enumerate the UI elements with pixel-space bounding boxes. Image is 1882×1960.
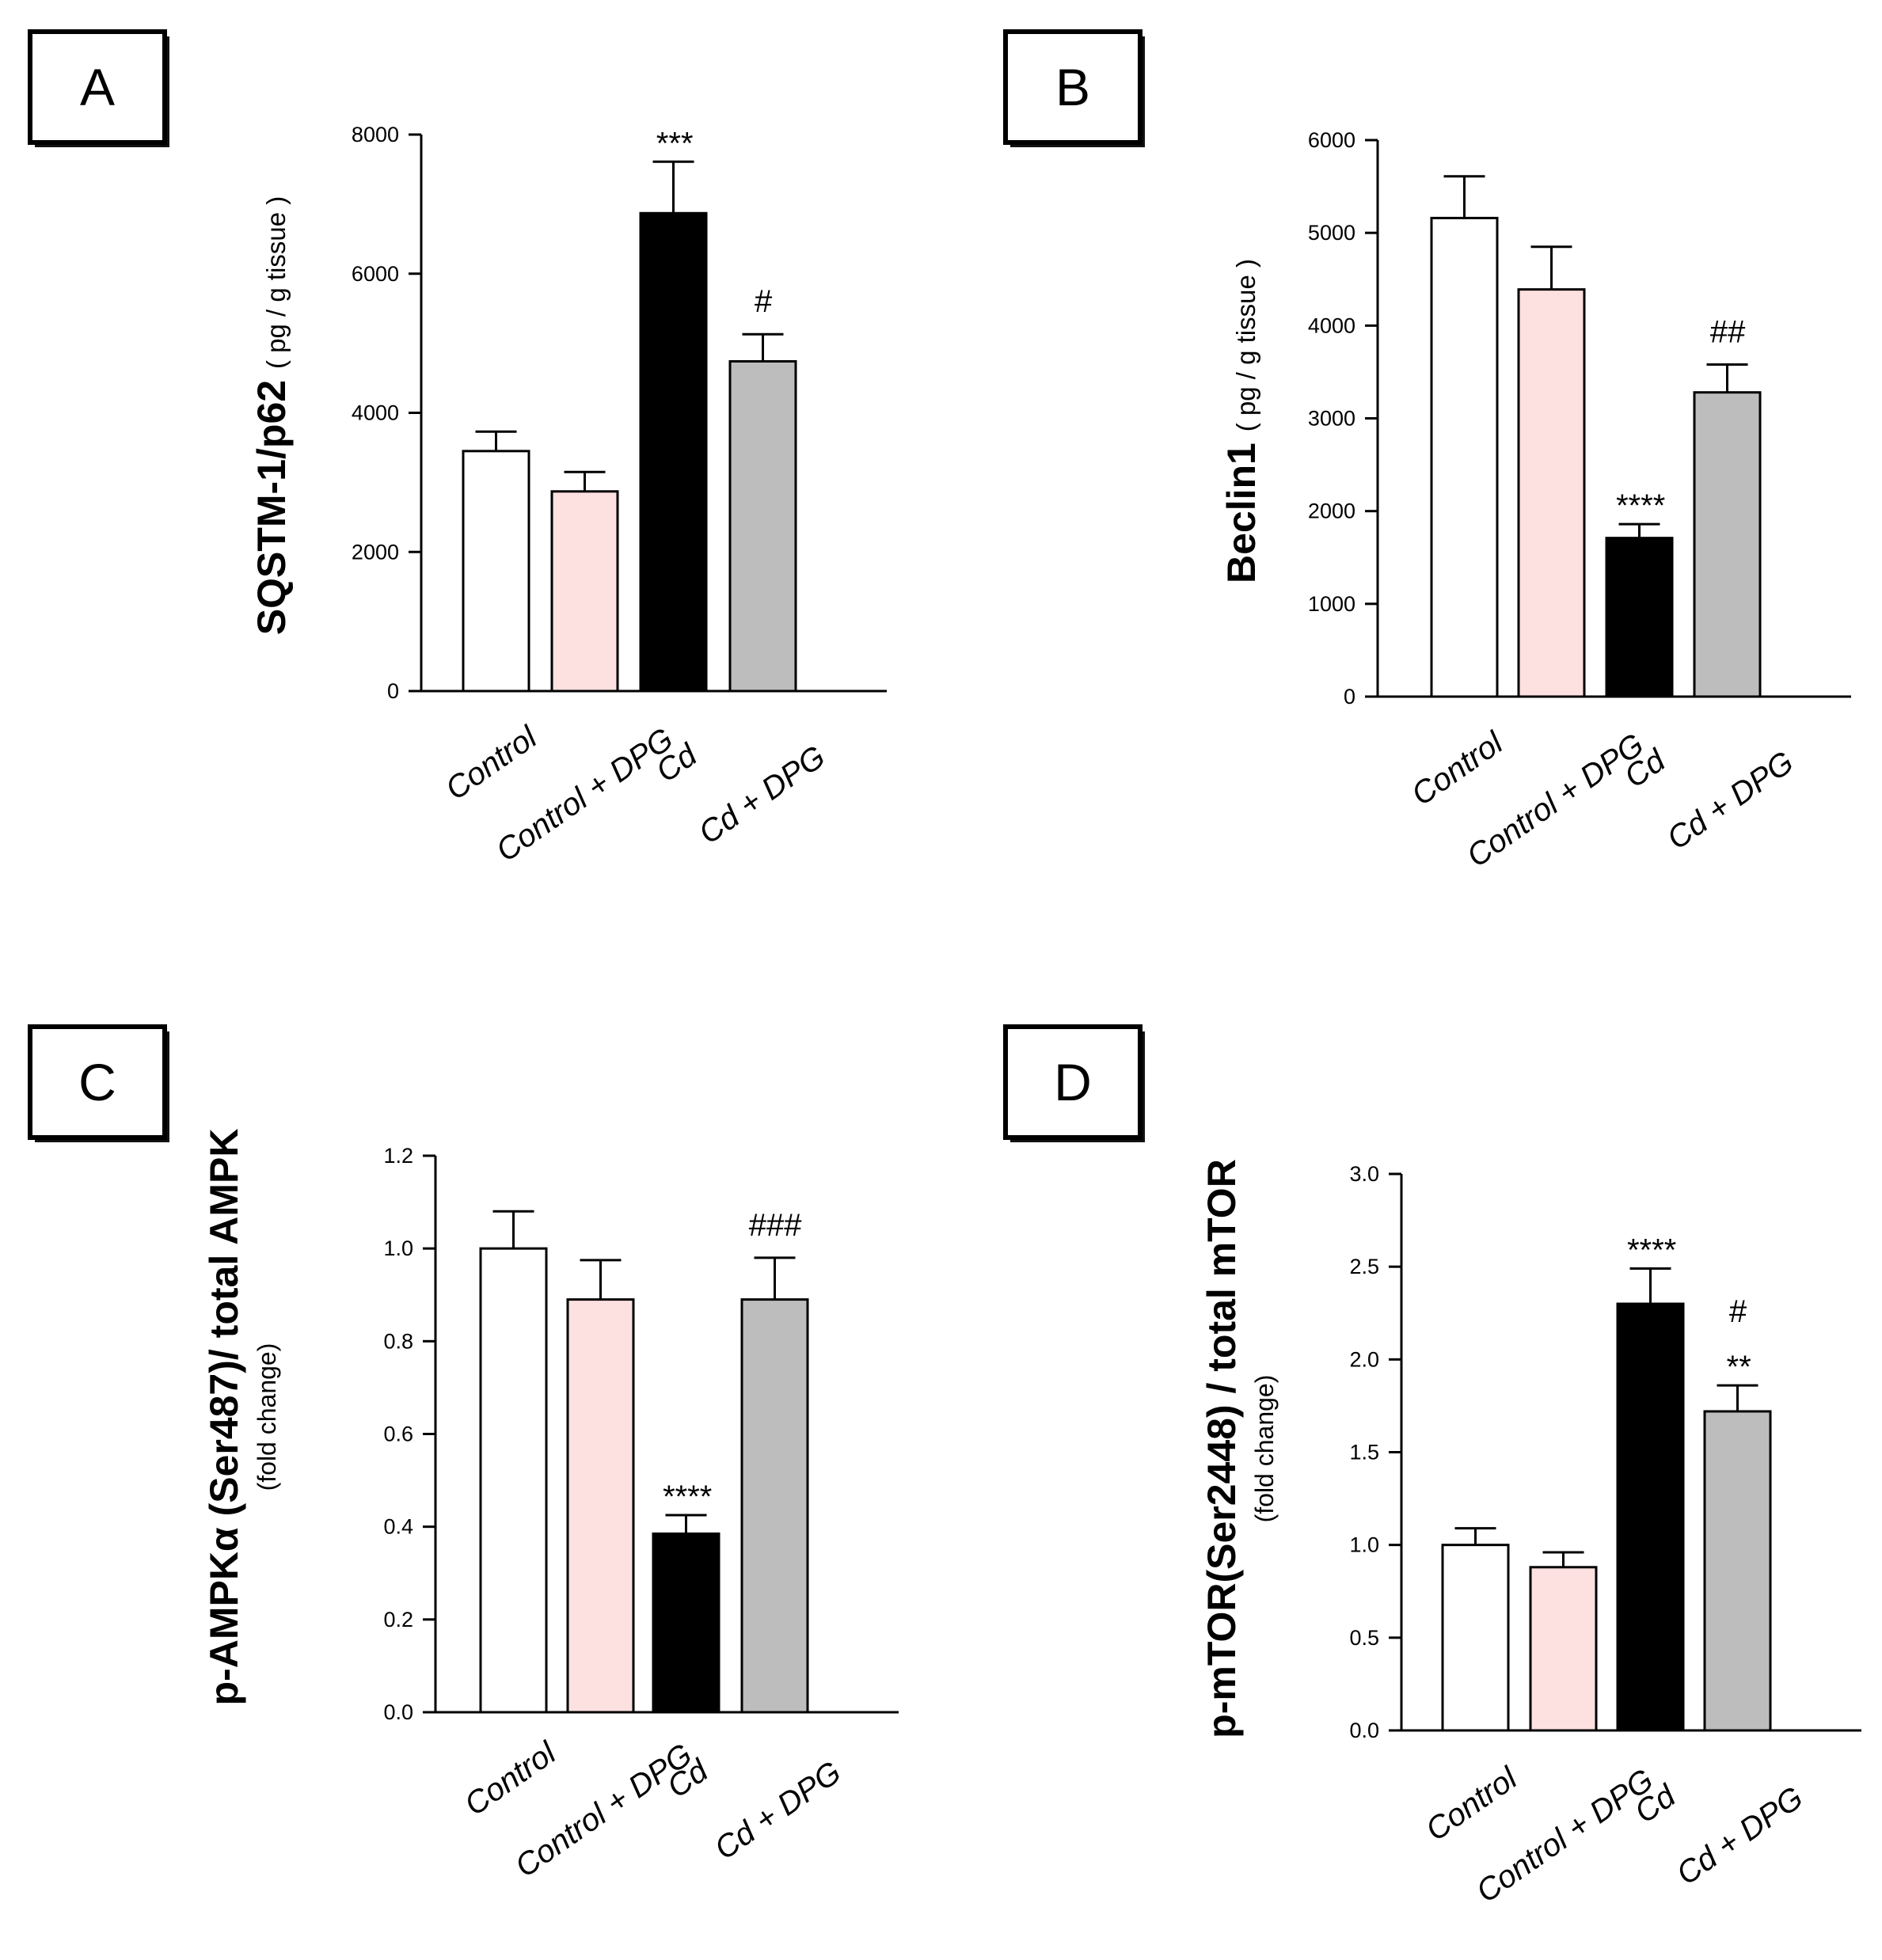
y-tick-label: 2.0 [1349, 1347, 1379, 1371]
y-tick-label: 2000 [1308, 499, 1355, 523]
y-tick-label: 2.5 [1349, 1255, 1379, 1278]
y-tick-label: 1000 [1308, 592, 1355, 616]
y-tick-label: 3.0 [1349, 1162, 1379, 1186]
y-tick-label: 2000 [352, 540, 399, 564]
y-tick-label: 0.4 [383, 1515, 413, 1539]
significance-label: *** [655, 126, 693, 161]
y-tick-label: 0 [1344, 685, 1355, 708]
y-tick-label: 0.0 [383, 1700, 413, 1724]
y-tick-label: 4000 [1308, 313, 1355, 337]
y-tick-label: 3000 [1308, 407, 1355, 431]
bar [740, 1298, 809, 1714]
y-axis-label-main: SQSTM-1/p62 [249, 369, 294, 635]
bar [652, 1532, 720, 1714]
panel-label-box [28, 1024, 167, 1140]
chart-panel-b: B0100020003000400050006000ControlControl… [1003, 29, 1851, 874]
y-tick-label: 0.6 [383, 1423, 413, 1446]
significance-label: ** [1725, 1350, 1751, 1385]
bar [1605, 537, 1674, 698]
y-tick-label: 0.8 [383, 1329, 413, 1353]
category-label: Cd + DPG [1661, 745, 1800, 857]
bar [1616, 1302, 1685, 1732]
y-axis-label-main: p-mTOR(Ser2448) / total mTOR [1200, 1159, 1244, 1738]
category-label: Control [458, 1735, 563, 1823]
y-axis-label-unit: ( pg / g tissue ) [261, 196, 291, 369]
bar [1441, 1544, 1510, 1732]
panel-label-box [1003, 29, 1143, 145]
y-tick-label: 4000 [352, 401, 399, 425]
panel-label-box [28, 29, 167, 145]
y-axis-label: Beclin1 ( pg / g tissue ) [1219, 259, 1264, 583]
category-label: Cd + DPG [693, 739, 831, 851]
y-axis-label-small: (fold change) [253, 1343, 281, 1491]
bar [728, 359, 797, 693]
y-tick-label: 0 [387, 679, 399, 703]
y-axis-label: SQSTM-1/p62 ( pg / g tissue ) [249, 196, 294, 635]
bar [1529, 1566, 1598, 1732]
y-tick-label: 1.0 [1349, 1533, 1379, 1557]
y-axis-label-main: p-AMPKα (Ser487)/ total AMPK [202, 1129, 246, 1706]
significance-label: # [754, 284, 772, 319]
y-tick-label: 0.5 [1349, 1626, 1379, 1650]
y-tick-label: 6000 [1308, 128, 1355, 152]
bar [566, 1298, 635, 1714]
category-label: Cd + DPG [709, 1755, 847, 1867]
y-tick-label: 0.2 [383, 1608, 413, 1631]
bar [1693, 391, 1762, 698]
y-tick-label: 0.0 [1349, 1719, 1379, 1742]
category-label: Control [439, 720, 544, 807]
y-axis-label-unit: ( pg / g tissue ) [1231, 259, 1260, 431]
significance-label: ## [1709, 315, 1745, 350]
significance-label: **** [1625, 1233, 1676, 1268]
category-label: Cd + DPG [1671, 1780, 1809, 1892]
significance-label: **** [661, 1479, 712, 1514]
panel-label: B [1055, 58, 1090, 116]
y-axis-label-small: (fold change) [1250, 1375, 1279, 1523]
y-tick-label: 8000 [352, 123, 399, 146]
significance-label: # [1728, 1294, 1747, 1329]
panel-label: C [78, 1053, 116, 1111]
bar [479, 1247, 548, 1714]
bar [550, 490, 619, 693]
y-tick-label: 5000 [1308, 221, 1355, 245]
category-label: Control [1405, 725, 1510, 813]
panel-label: A [80, 58, 115, 116]
y-axis-label-main: Beclin1 [1219, 431, 1264, 583]
panel-label-box [1003, 1024, 1143, 1140]
bar [1517, 288, 1586, 698]
bar [1430, 216, 1499, 698]
significance-label: ### [748, 1208, 801, 1243]
category-label: Control [1420, 1761, 1524, 1848]
bar [462, 450, 530, 693]
bar [1703, 1410, 1772, 1732]
bar [639, 211, 708, 693]
y-tick-label: 6000 [352, 262, 399, 286]
panel-label: D [1054, 1053, 1092, 1111]
significance-label: **** [1614, 488, 1665, 523]
y-tick-label: 1.5 [1349, 1441, 1379, 1464]
y-tick-label: 1.0 [383, 1236, 413, 1260]
y-tick-label: 1.2 [383, 1144, 413, 1168]
